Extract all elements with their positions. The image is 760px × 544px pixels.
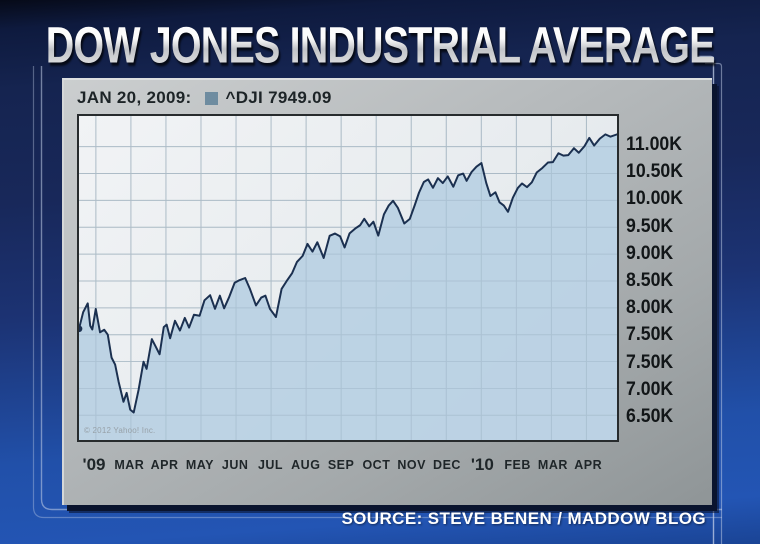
y-axis-label: 8.00K: [626, 297, 674, 319]
dji-area-chart: © 2012 Yahoo! Inc.: [77, 114, 619, 442]
y-axis-label: 10.50K: [626, 161, 683, 183]
copyright-note: © 2012 Yahoo! Inc.: [84, 426, 156, 435]
x-axis-label: SEP: [327, 458, 355, 472]
x-axis-label: '10: [470, 455, 494, 474]
y-axis-label: 8.50K: [626, 270, 674, 291]
chart-panel: JAN 20, 2009: ^DJI 7949.09 © 2012 Yahoo!…: [62, 78, 712, 505]
x-axis-label: AUG: [291, 458, 321, 472]
page-title: DOW JONES INDUSTRIAL AVERAGE: [45, 15, 716, 73]
chart-header: JAN 20, 2009: ^DJI 7949.09: [77, 87, 332, 109]
chart-series-label: ^DJI 7949.09: [225, 88, 332, 107]
y-axis-label: 7.50K: [626, 351, 674, 373]
y-axis-label: 9.50K: [626, 215, 674, 237]
x-axis-label: MAR: [537, 458, 568, 472]
y-axis-label: 9.00K: [626, 242, 674, 264]
x-axis-label: MAY: [185, 458, 214, 472]
x-axis-label: NOV: [397, 458, 426, 472]
x-axis-label: JUL: [257, 458, 284, 472]
x-axis-label: DEC: [433, 458, 461, 472]
x-axis-label: FEB: [504, 458, 531, 472]
x-axis-label: APR: [150, 458, 179, 472]
y-axis-label: 6.50K: [626, 406, 674, 427]
x-axis-label: JUN: [221, 458, 249, 472]
title-bar: DOW JONES INDUSTRIAL AVERAGE: [0, 13, 760, 75]
x-axis-label: APR: [574, 458, 603, 472]
source-credit: SOURCE: STEVE BENEN / MADDOW BLOG: [341, 509, 706, 528]
y-axis-label: 10.00K: [626, 188, 683, 210]
x-axis-label: OCT: [362, 458, 391, 472]
x-axis-label: '09: [82, 455, 106, 474]
y-axis-label: 7.00K: [626, 378, 674, 400]
x-axis-label: MAR: [114, 458, 145, 472]
legend-swatch: [205, 91, 219, 105]
y-axis-label: 7.50K: [626, 324, 674, 346]
y-axis-label: 11.00K: [626, 134, 683, 155]
chart-date-label: JAN 20, 2009:: [77, 88, 192, 107]
